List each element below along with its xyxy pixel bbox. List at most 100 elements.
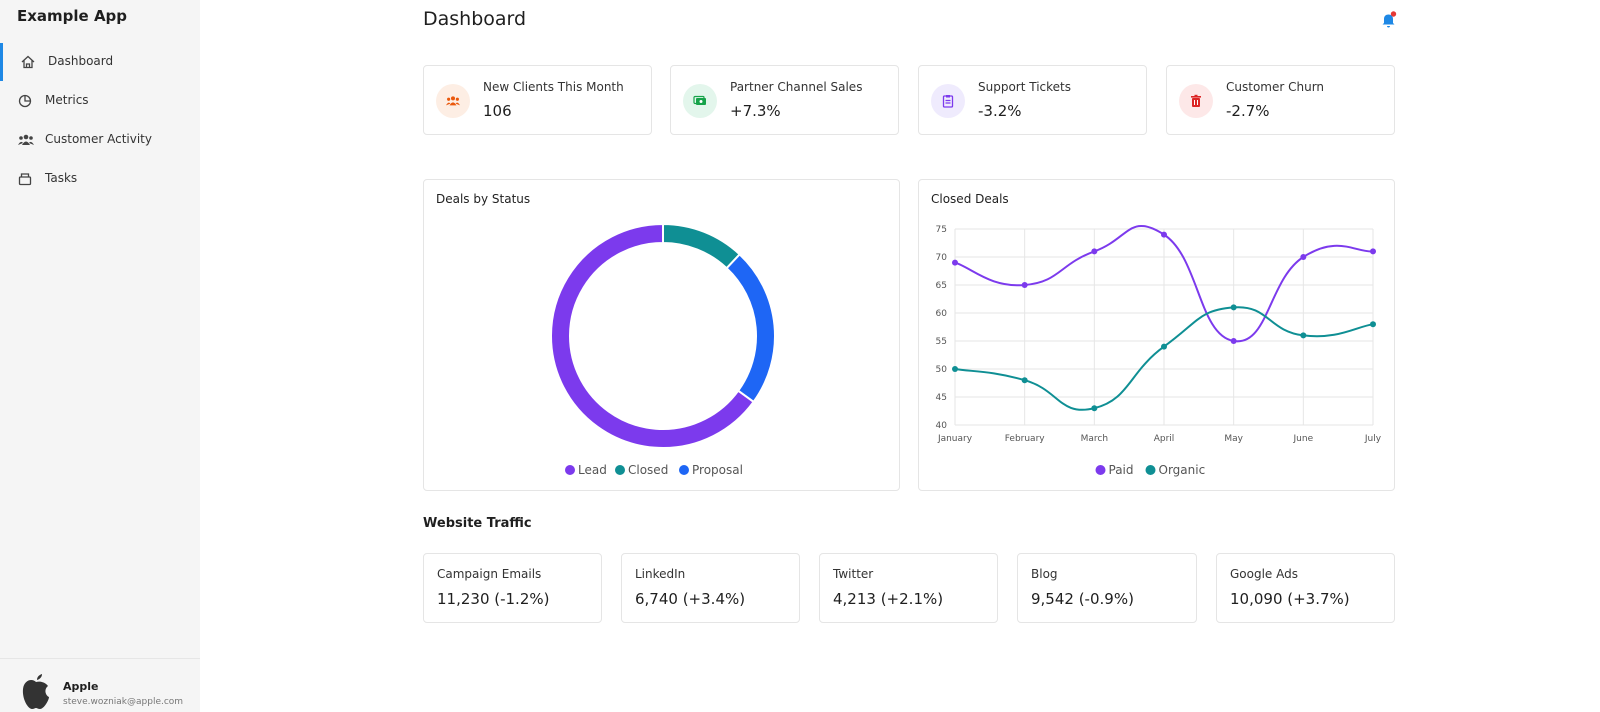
traffic-card: Campaign Emails 11,230 (-1.2%)	[423, 553, 602, 623]
traffic-value: 6,740 (+3.4%)	[635, 590, 746, 608]
data-point	[1021, 282, 1028, 288]
chart-card: Closed Deals 40 45 50 55 60 65 70 75 January Febru…	[918, 179, 1395, 491]
x-tick-label: July	[1364, 434, 1382, 444]
legend-label: Paid	[1109, 463, 1134, 477]
y-tick-label: 50	[936, 365, 948, 375]
nav-item[interactable]: Customer Activity	[0, 121, 200, 159]
nav-label: Metrics	[45, 93, 89, 107]
y-tick-label: 55	[936, 337, 947, 347]
data-point	[1091, 405, 1098, 412]
sidebar: Example App Dashboard Metrics Customer A…	[0, 0, 200, 712]
data-point	[1230, 338, 1237, 344]
legend-swatch	[1145, 465, 1156, 475]
chart-card: Deals by Status Lead Closed Proposal	[423, 179, 900, 491]
legend-label: Closed	[628, 463, 668, 477]
nav-label: Tasks	[45, 171, 78, 185]
app-name: Example App	[17, 7, 128, 25]
stat-value: -3.2%	[978, 102, 1022, 120]
stat-icon	[931, 84, 965, 118]
user-name: Apple	[63, 680, 99, 693]
stat-label: New Clients This Month	[483, 80, 624, 94]
traffic-value: 10,090 (+3.7%)	[1230, 590, 1350, 608]
page-title: Dashboard	[423, 8, 527, 30]
legend-swatch	[615, 465, 625, 475]
traffic-card: LinkedIn 6,740 (+3.4%)	[621, 553, 800, 623]
legend-label: Lead	[578, 463, 607, 477]
pie-icon	[18, 94, 32, 108]
stat-value: -2.7%	[1226, 102, 1270, 120]
divider	[0, 658, 200, 659]
traffic-label: Campaign Emails	[437, 567, 542, 581]
stat-value: 106	[483, 102, 512, 120]
tasks-icon	[18, 173, 32, 186]
data-point	[952, 366, 958, 372]
legend-swatch	[1095, 465, 1106, 475]
users-icon	[18, 134, 34, 145]
chart-title: Deals by Status	[436, 192, 530, 206]
stat-label: Customer Churn	[1226, 80, 1325, 94]
nav-item[interactable]: Dashboard	[0, 43, 200, 81]
legend-swatch	[679, 465, 689, 475]
y-tick-label: 40	[936, 421, 948, 431]
stat-card: Support Tickets -3.2%	[918, 65, 1147, 135]
traffic-card: Google Ads 10,090 (+3.7%)	[1216, 553, 1395, 623]
x-tick-label: January	[937, 434, 973, 444]
y-tick-label: 75	[936, 225, 947, 235]
data-point	[952, 259, 958, 266]
stat-icon	[683, 84, 717, 118]
data-point	[1161, 343, 1167, 350]
line-chart: Closed Deals 40 45 50 55 60 65 70 75 January Febru…	[931, 192, 1382, 477]
section-title: Website Traffic	[423, 516, 532, 531]
stat-label: Partner Channel Sales	[730, 80, 863, 94]
nav-item[interactable]: Metrics	[0, 82, 200, 120]
x-tick-label: April	[1154, 434, 1175, 444]
data-point	[1300, 332, 1307, 339]
legend-swatch	[565, 465, 575, 475]
x-tick-label: March	[1081, 434, 1108, 444]
nav-item[interactable]: Tasks	[0, 160, 200, 198]
y-tick-label: 60	[936, 309, 948, 319]
doughnut-segment	[662, 222, 742, 270]
traffic-label: Blog	[1031, 567, 1058, 581]
data-point	[1370, 248, 1376, 255]
stat-card: Customer Churn -2.7%	[1166, 65, 1395, 135]
y-tick-label: 65	[936, 281, 947, 291]
x-tick-label: June	[1293, 434, 1314, 444]
x-tick-label: May	[1224, 434, 1243, 444]
traffic-label: Google Ads	[1230, 567, 1298, 581]
home-icon	[21, 55, 35, 69]
legend-label: Proposal	[692, 463, 743, 477]
legend-label: Organic	[1159, 463, 1206, 477]
y-tick-label: 45	[936, 393, 947, 403]
traffic-label: Twitter	[833, 567, 874, 581]
data-point	[1161, 231, 1167, 238]
stat-card: Partner Channel Sales +7.3%	[670, 65, 899, 135]
stat-card: New Clients This Month 106	[423, 65, 652, 135]
stat-icon	[436, 84, 470, 118]
traffic-card: Blog 9,542 (-0.9%)	[1017, 553, 1197, 623]
traffic-value: 4,213 (+2.1%)	[833, 590, 944, 608]
notification-bell[interactable]	[1381, 11, 1397, 29]
traffic-label: LinkedIn	[635, 567, 686, 581]
data-point	[1091, 248, 1098, 255]
stat-label: Support Tickets	[978, 80, 1072, 94]
data-point	[1300, 254, 1307, 260]
y-tick-label: 70	[936, 253, 948, 263]
x-tick-label: February	[1005, 434, 1046, 444]
avatar	[22, 674, 49, 709]
nav-label: Customer Activity	[45, 132, 152, 146]
doughnut-chart: Deals by Status Lead Closed Proposal	[436, 192, 776, 477]
stat-value: +7.3%	[730, 102, 781, 120]
traffic-card: Twitter 4,213 (+2.1%)	[819, 553, 998, 623]
stat-icon	[1179, 84, 1213, 118]
traffic-value: 9,542 (-0.9%)	[1031, 590, 1134, 608]
nav-label: Dashboard	[48, 54, 114, 68]
traffic-value: 11,230 (-1.2%)	[437, 590, 550, 608]
data-point	[1021, 377, 1028, 384]
data-point	[1370, 321, 1376, 328]
user-email: steve.wozniak@apple.com	[63, 697, 184, 707]
chart-title: Closed Deals	[931, 192, 1009, 206]
doughnut-segment	[725, 252, 776, 404]
data-point	[1230, 304, 1237, 311]
